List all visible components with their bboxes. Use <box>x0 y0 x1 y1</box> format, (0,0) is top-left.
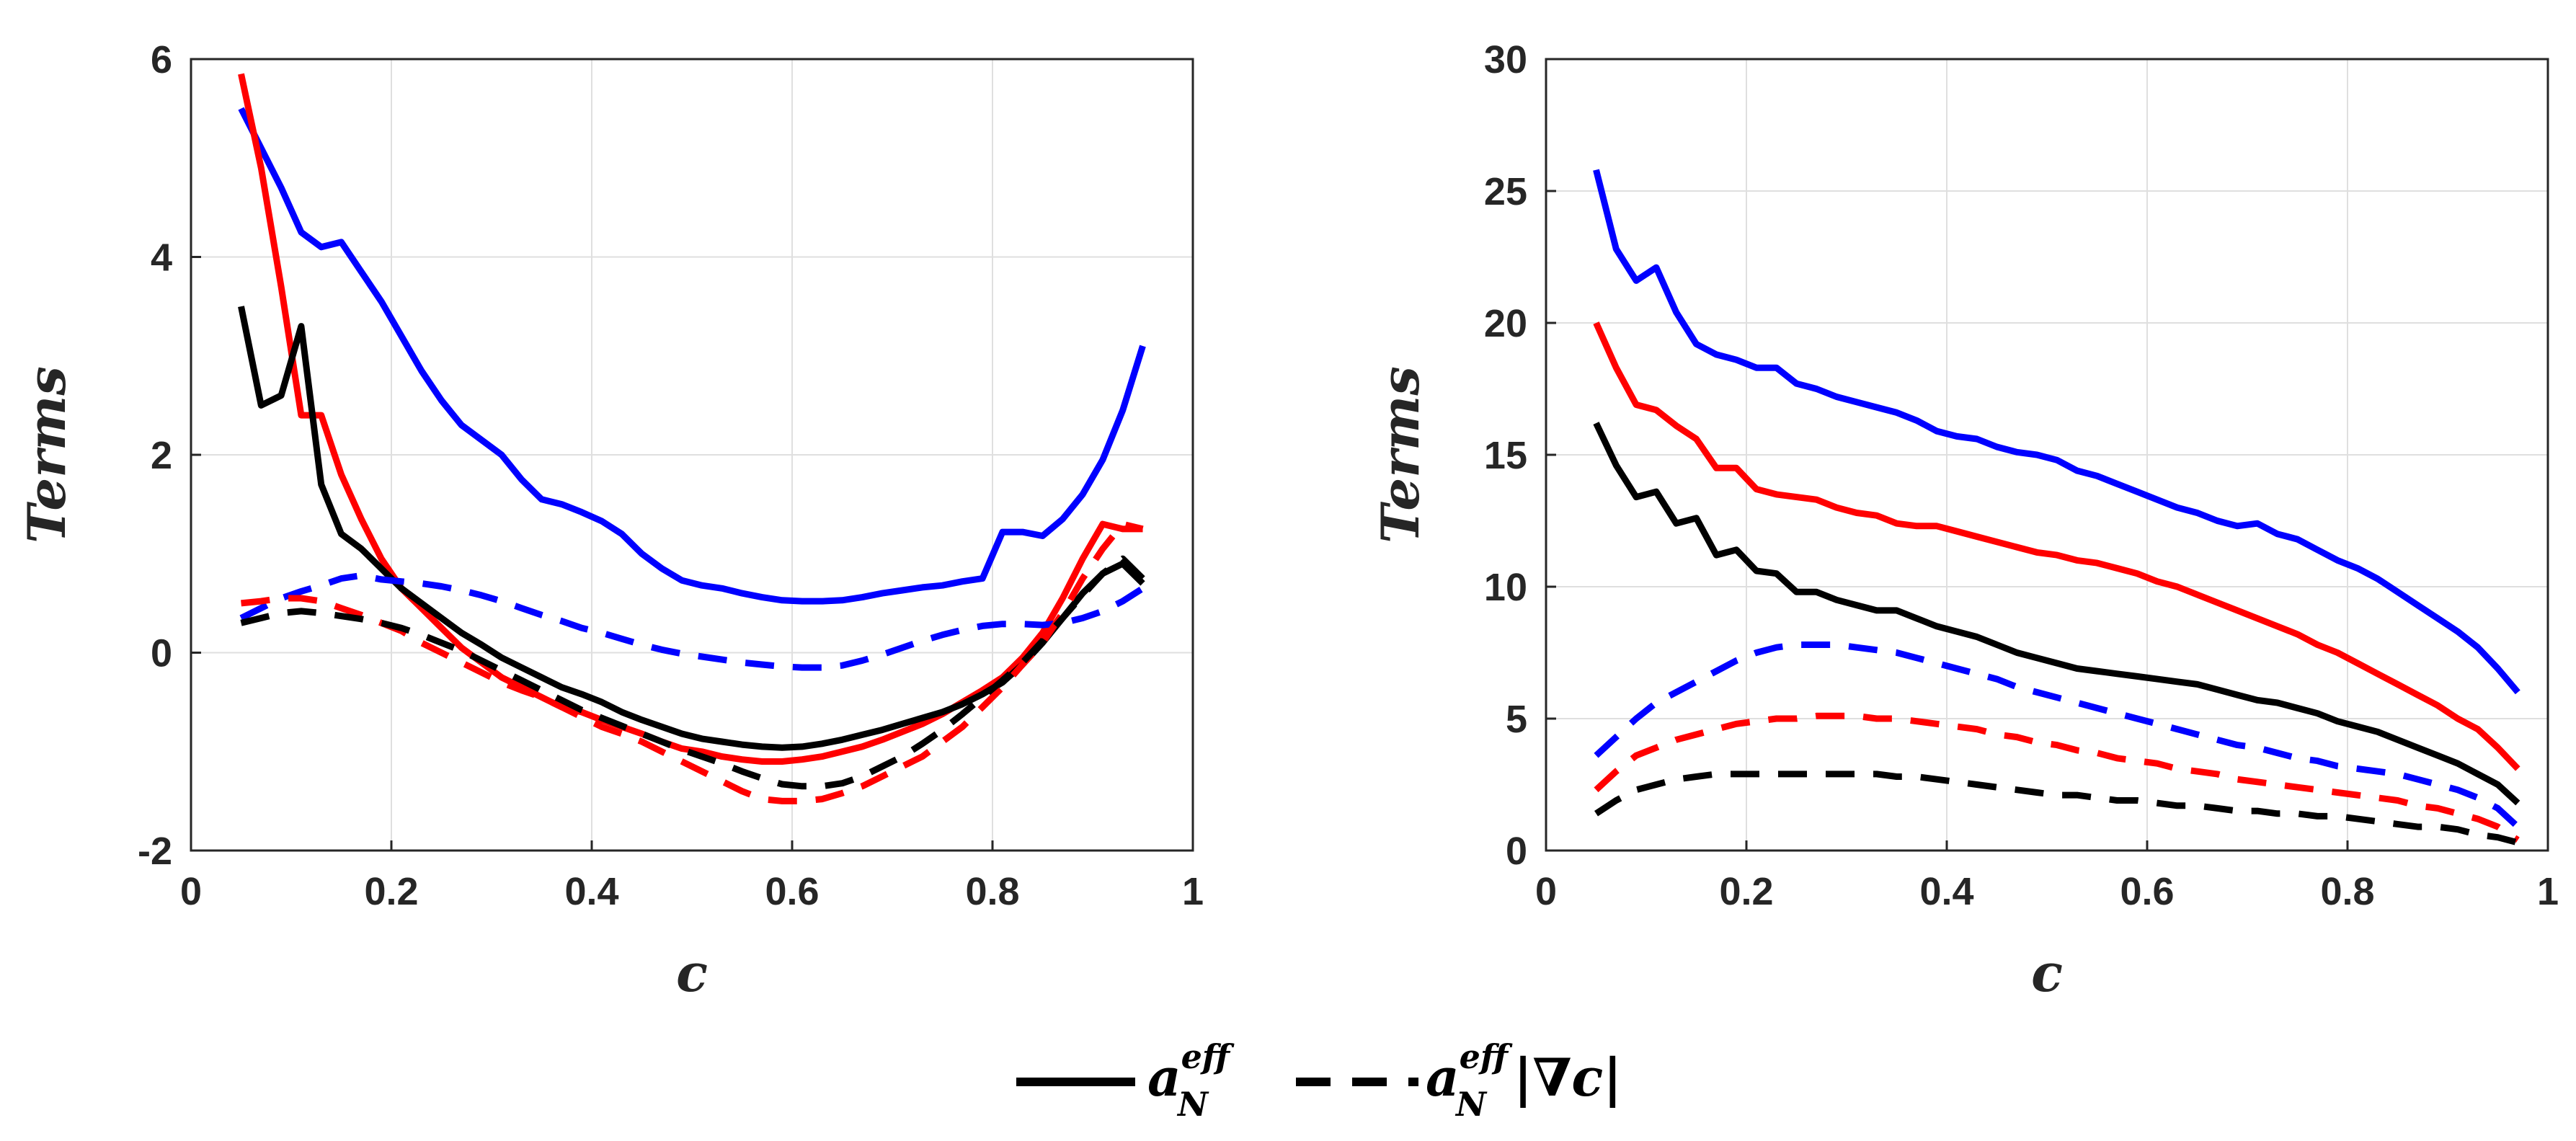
x-tick-label: 0.6 <box>2120 870 2174 913</box>
x-tick-label: 0.8 <box>2320 870 2374 913</box>
dashed-series-line-5 <box>240 555 1145 790</box>
x-tick-label: 0.4 <box>1919 870 1973 913</box>
legend-dashed-suffix: |∇c| <box>1514 1047 1622 1108</box>
y-tick-label: 2 <box>151 434 172 477</box>
y-tick-label: 4 <box>151 236 172 280</box>
y-tick-label: 25 <box>1484 170 1527 213</box>
legend-dashed-main: a <box>1426 1047 1460 1108</box>
dashed-series-line-4 <box>1594 712 2520 843</box>
legend-dashed-sub: N <box>1454 1085 1488 1124</box>
solid-series-line-2 <box>1593 422 2521 806</box>
y-tick-label: 6 <box>151 38 172 81</box>
x-tick-label: 0 <box>180 870 202 913</box>
y-tick-label: 30 <box>1484 38 1527 81</box>
solid-series-line-1 <box>1593 321 2521 771</box>
y-axis-label: Terms <box>16 366 77 543</box>
x-tick-label: 0.4 <box>564 870 618 913</box>
x-tick-label: 1 <box>2537 870 2559 913</box>
y-tick-label: 0 <box>151 632 172 675</box>
y-tick-label: 0 <box>1506 830 1527 873</box>
y-tick-label: 20 <box>1484 302 1527 345</box>
x-axis-label: c <box>676 942 708 1003</box>
x-tick-label: 0.6 <box>765 870 819 913</box>
legend: aeff N aeff N |∇c| <box>1016 1037 1622 1124</box>
x-tick-label: 0 <box>1535 870 1557 913</box>
legend-solid-sub: N <box>1176 1085 1209 1124</box>
legend-solid-main: a <box>1147 1047 1181 1108</box>
solid-series-line-0 <box>1593 169 2521 695</box>
legend-dashed-sup: eff <box>1460 1037 1513 1076</box>
dashed-series-line-3 <box>239 572 1145 671</box>
solid-series-line-0 <box>238 107 1146 605</box>
axes-box <box>1545 58 2549 852</box>
x-tick-label: 0.2 <box>1719 870 1773 913</box>
dashed-series-line-5 <box>1594 771 2519 846</box>
legend-entry-dashed-label: aeff N |∇c| <box>1426 1037 1622 1124</box>
series-group <box>1593 169 2521 846</box>
y-tick-label: 10 <box>1484 566 1527 609</box>
series-group <box>238 73 1146 804</box>
dashed-series-line-3 <box>1594 641 2521 830</box>
y-tick-label: 5 <box>1506 698 1527 741</box>
legend-entry-solid-label: aeff N <box>1147 1037 1235 1124</box>
y-tick-label: -2 <box>138 830 172 873</box>
x-axis-label: c <box>2031 942 2063 1003</box>
x-tick-label: 0.8 <box>965 870 1019 913</box>
x-tick-label: 1 <box>1182 870 1204 913</box>
axes-box <box>190 58 1194 852</box>
y-tick-label: 15 <box>1484 434 1527 477</box>
legend-solid-sup: eff <box>1181 1037 1235 1076</box>
y-axis-label: Terms <box>1369 366 1431 543</box>
x-tick-label: 0.2 <box>364 870 418 913</box>
